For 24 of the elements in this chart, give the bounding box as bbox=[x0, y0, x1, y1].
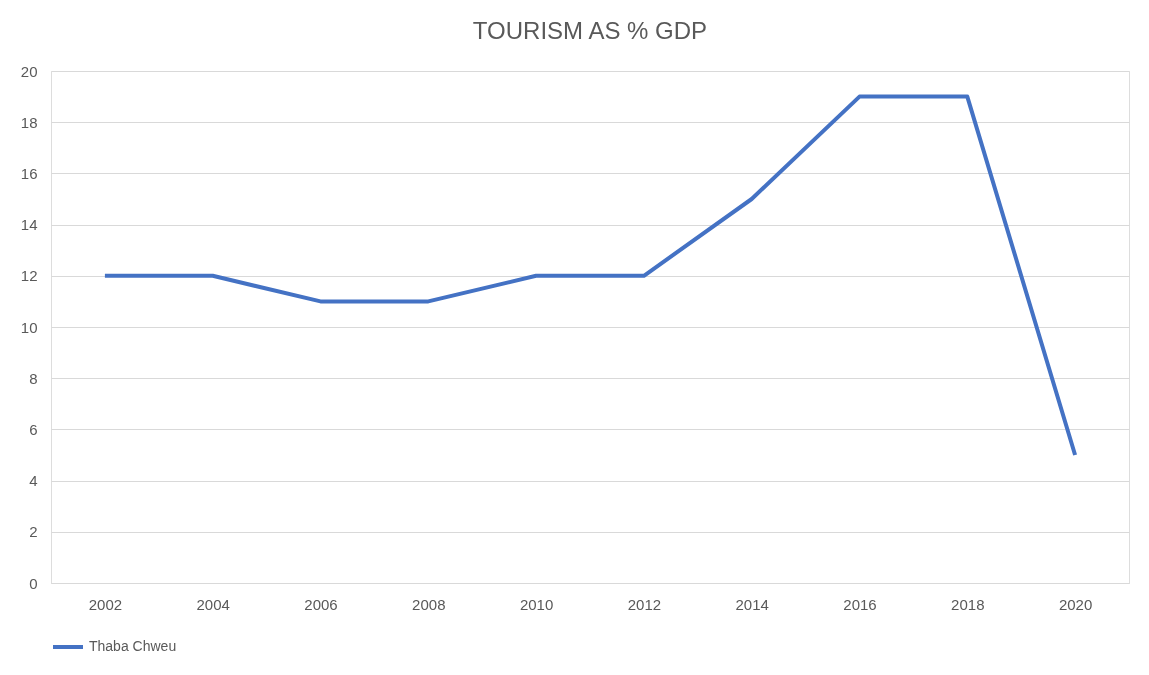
y-tick-label: 6 bbox=[29, 420, 38, 438]
legend-label: Thaba Chweu bbox=[89, 638, 177, 654]
chart-title: TOURISM AS % GDP bbox=[472, 17, 708, 44]
y-tick-label: 2 bbox=[29, 523, 38, 541]
y-tick-label: 14 bbox=[20, 216, 38, 234]
x-tick-label: 2020 bbox=[1058, 595, 1093, 613]
x-tick-label: 2008 bbox=[412, 595, 446, 613]
x-tick-label: 2010 bbox=[519, 595, 554, 613]
x-tick-label: 2018 bbox=[951, 595, 985, 613]
x-tick-label: 2006 bbox=[304, 595, 338, 613]
x-tick-label: 2002 bbox=[88, 595, 123, 613]
x-tick-label: 2004 bbox=[196, 595, 230, 613]
x-tick-label: 2016 bbox=[843, 595, 877, 613]
line-series bbox=[102, 94, 1078, 457]
y-tick-label: 0 bbox=[29, 574, 38, 592]
x-tick-label: 2014 bbox=[735, 595, 769, 613]
y-tick-label: 10 bbox=[20, 318, 38, 336]
y-tick-label: 8 bbox=[29, 369, 38, 387]
y-tick-label: 18 bbox=[20, 113, 38, 131]
y-tick-label: 12 bbox=[20, 267, 38, 285]
y-tick-label: 20 bbox=[20, 62, 38, 80]
x-tick-label: 2012 bbox=[627, 595, 662, 613]
y-tick-label: 4 bbox=[29, 472, 38, 490]
y-tick-label: 16 bbox=[20, 164, 38, 182]
